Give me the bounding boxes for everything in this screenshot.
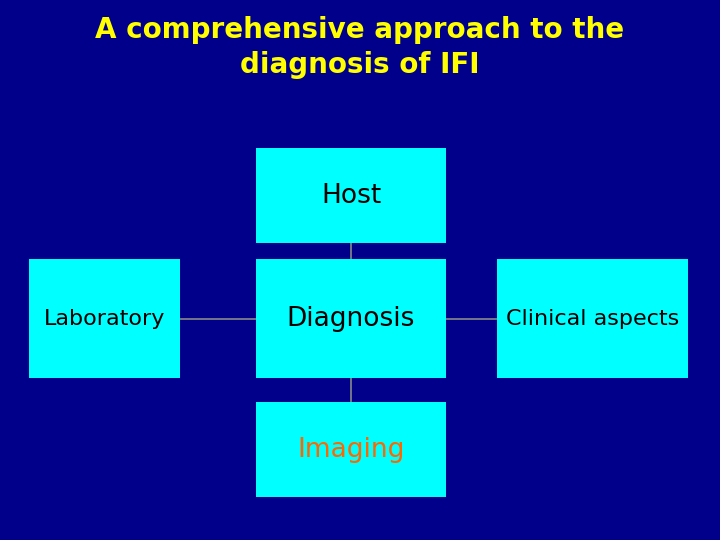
FancyBboxPatch shape — [497, 259, 688, 378]
FancyBboxPatch shape — [256, 148, 446, 243]
FancyBboxPatch shape — [256, 402, 446, 497]
FancyBboxPatch shape — [256, 259, 446, 378]
FancyBboxPatch shape — [29, 259, 180, 378]
Text: A comprehensive approach to the
diagnosis of IFI: A comprehensive approach to the diagnosi… — [96, 16, 624, 79]
Text: Clinical aspects: Clinical aspects — [505, 308, 679, 329]
Text: Imaging: Imaging — [297, 436, 405, 463]
Text: Host: Host — [321, 183, 381, 209]
Text: Laboratory: Laboratory — [44, 308, 165, 329]
Text: Diagnosis: Diagnosis — [287, 306, 415, 332]
